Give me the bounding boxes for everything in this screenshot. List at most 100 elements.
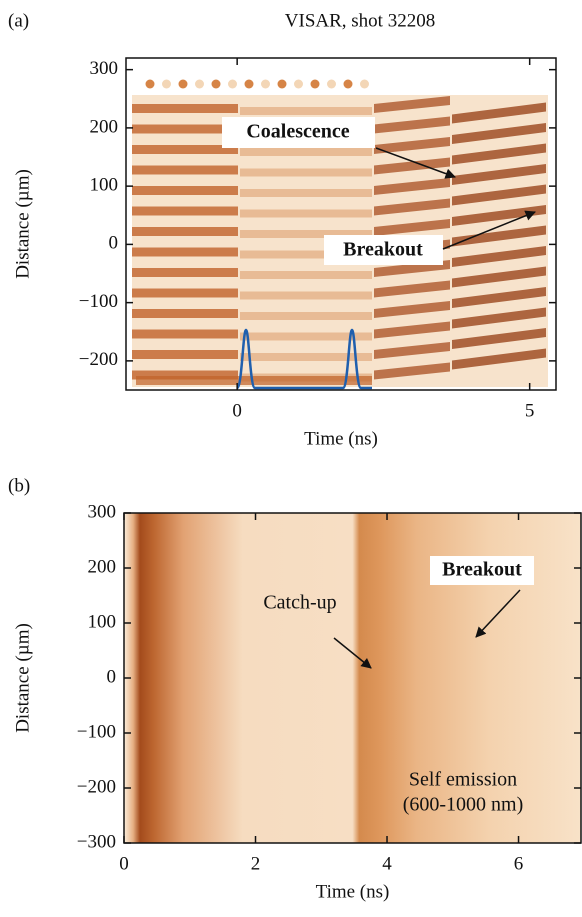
annotation: Breakout <box>442 559 522 581</box>
x-tick-label: 4 <box>382 853 392 874</box>
fringe <box>240 353 372 361</box>
fringe <box>240 107 372 115</box>
dot <box>145 79 155 89</box>
fringe <box>240 209 372 218</box>
fringe <box>374 157 450 175</box>
fringe <box>132 165 238 175</box>
arrow <box>475 589 521 638</box>
fringe <box>240 332 372 341</box>
fringe <box>452 348 546 370</box>
y-tick-label: −100 <box>79 291 118 312</box>
annotations: Coalescence Breakout Catch-up Breakout S… <box>222 117 536 816</box>
fringe <box>240 148 372 156</box>
plot-frame <box>125 57 557 391</box>
panel-label: (b) <box>8 475 30 496</box>
fringe <box>132 329 238 339</box>
fringe <box>452 184 546 206</box>
fringe <box>132 227 238 236</box>
fringe <box>240 250 372 259</box>
dot <box>277 79 287 89</box>
x-tick-label: 5 <box>525 400 535 421</box>
x-axis-label: Time (ns) <box>316 881 390 902</box>
y-tick-label: −200 <box>77 776 116 797</box>
annotation: Catch-up <box>263 592 336 614</box>
y-axis-label: Distance (µm) <box>12 623 33 733</box>
fringe <box>240 312 372 320</box>
fringe <box>136 376 372 385</box>
panel-label: (a) <box>8 10 29 31</box>
fringe <box>452 287 546 308</box>
x-tick-label: 2 <box>251 853 261 874</box>
y-tick-label: 100 <box>90 174 119 195</box>
x-tick-label: 0 <box>232 400 242 421</box>
dot <box>244 79 254 89</box>
fringe <box>240 291 372 300</box>
fringe <box>132 309 238 318</box>
fringe <box>132 206 238 216</box>
fringe <box>132 370 238 380</box>
fringe <box>132 247 238 257</box>
fringe <box>132 186 238 195</box>
y-tick-label: −300 <box>77 831 116 852</box>
annotation: (600-1000 nm) <box>403 794 524 816</box>
dot <box>195 79 204 89</box>
fringe <box>374 96 450 113</box>
y-tick-label: −100 <box>77 721 116 742</box>
fringe <box>132 104 238 113</box>
label-box <box>430 556 534 585</box>
label-box <box>324 235 443 265</box>
y-tick-label: 100 <box>88 611 117 632</box>
fringe <box>452 102 546 124</box>
y-tick-label: −200 <box>79 349 118 370</box>
fringe <box>452 225 546 247</box>
fringe <box>374 116 450 134</box>
x-axis-label: Time (ns) <box>304 428 378 449</box>
y-tick-label: 200 <box>88 556 117 577</box>
fringe <box>374 178 450 195</box>
fringe <box>132 268 238 277</box>
y-tick-label: 200 <box>90 116 119 137</box>
arrow <box>442 210 536 250</box>
label-box <box>222 117 375 148</box>
fringe <box>374 362 450 380</box>
fringe <box>132 288 238 298</box>
dot <box>211 79 221 89</box>
dot <box>228 79 237 89</box>
fringe <box>240 168 372 177</box>
dot <box>343 79 353 89</box>
fringe <box>240 230 372 238</box>
fringe <box>374 321 450 339</box>
x-tick-label: 0 <box>119 853 129 874</box>
fringe <box>132 124 238 134</box>
arrow <box>375 147 456 179</box>
fringe <box>452 123 546 144</box>
fringe <box>374 280 450 298</box>
fringe <box>452 205 546 226</box>
fringe <box>452 143 546 165</box>
dot <box>327 79 336 89</box>
y-tick-label: 300 <box>88 501 117 522</box>
fringe <box>240 189 372 197</box>
fringe <box>452 266 546 288</box>
fiducial <box>235 328 372 390</box>
dot <box>294 79 303 89</box>
dot <box>261 79 270 89</box>
fringe <box>374 219 450 236</box>
fringe <box>374 342 450 359</box>
chart-title: VISAR, shot 32208 <box>285 10 435 31</box>
fringe <box>132 350 238 359</box>
y-tick-label: 300 <box>90 58 119 79</box>
fringe <box>374 137 450 154</box>
fringe <box>452 164 546 185</box>
annotation: Self emission <box>409 769 517 791</box>
dot <box>360 79 369 89</box>
fringe <box>374 301 450 318</box>
y-tick-label: 0 <box>109 233 119 254</box>
annotation: Coalescence <box>246 121 349 143</box>
y-tick-label: 0 <box>107 666 117 687</box>
dot <box>178 79 188 89</box>
fringe <box>452 328 546 349</box>
streak-images <box>124 79 581 843</box>
